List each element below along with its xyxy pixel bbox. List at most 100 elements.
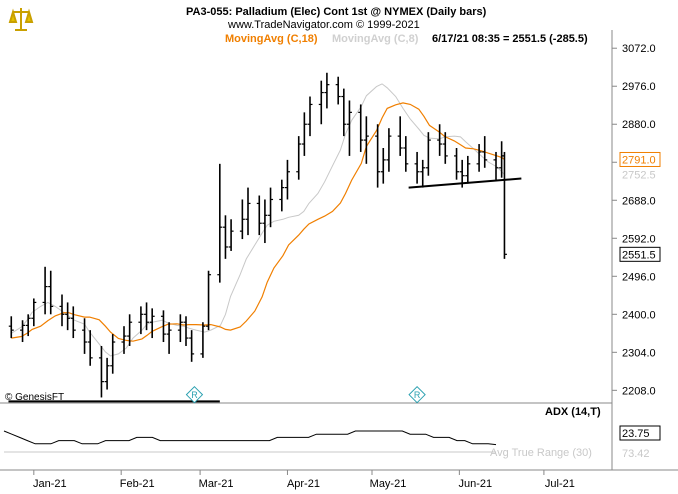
last-price-labels: 2791.0 2752.5 2551.5: [619, 151, 661, 262]
ohlc-bar: [239, 199, 245, 240]
ohlc-bar: [499, 141, 505, 178]
ohlc-bar: [437, 124, 443, 156]
ohlc-bar: [363, 116, 369, 164]
y-tick-label: 2976.0: [622, 81, 656, 93]
ma-short-label: MovingAvg (C,8): [332, 33, 419, 45]
x-tick-label: Feb-21: [120, 478, 155, 490]
ohlc-bar: [324, 72, 330, 109]
ohlc-bar: [268, 187, 274, 228]
last-price-label-text: 2752.5: [622, 170, 656, 182]
last-price-label: 2551.5: [619, 246, 661, 262]
indicator-last-label-box: [619, 445, 661, 461]
ohlc-bar: [459, 159, 465, 188]
event-marker-diamond: R: [408, 385, 426, 404]
ohlc-bar: [465, 155, 471, 184]
indicator-last-label: 23.75: [619, 425, 661, 441]
last-price-label-text: 2791.0: [622, 154, 656, 166]
ohlc-bar: [138, 306, 144, 335]
x-tick-label: Apr-21: [287, 478, 320, 490]
y-tick-label: 2400.0: [622, 309, 656, 321]
last-price-label-box: [619, 151, 661, 167]
ohlc-bar: [245, 187, 251, 236]
ohlc-bar: [20, 320, 26, 343]
support-line: [408, 177, 522, 189]
ohlc-bar: [307, 96, 313, 137]
ohlc-bar: [262, 199, 268, 244]
ohlc-bar: [144, 302, 150, 331]
ohlc-bar: [346, 100, 352, 156]
ohlc-bar: [301, 112, 307, 156]
ma-long-label: MovingAvg (C,18): [225, 33, 318, 45]
ohlc-bar: [98, 345, 104, 398]
indicator-last-label-text: 73.42: [622, 448, 650, 460]
ohlc-bar: [420, 159, 426, 188]
quote-readout: 6/17/21 08:35 = 2551.5 (-285.5): [432, 33, 588, 45]
y-tick-label: 2880.0: [622, 119, 656, 131]
copyright-text: www.TradeNavigator.com © 1999-2021: [227, 19, 420, 31]
ohlc-bar: [454, 147, 460, 180]
chart-title: PA3-055: Palladium (Elec) Cont 1st @ NYM…: [186, 6, 487, 18]
atr-label: Avg True Range (30): [490, 447, 592, 459]
y-tick-label: 2688.0: [622, 195, 656, 207]
ohlc-bar: [493, 151, 499, 180]
ohlc-bar: [200, 322, 206, 358]
ohlc-bar: [222, 215, 228, 259]
adx-line: [3, 430, 497, 446]
ohlc-bar: [177, 314, 183, 343]
x-tick-label: Jun-21: [459, 478, 493, 490]
ohlc-bar: [358, 104, 364, 152]
last-price-label-box: [619, 167, 661, 183]
ohlc-bar: [48, 270, 54, 315]
ohlc-bar: [42, 266, 48, 315]
y-tick-label: 2208.0: [622, 385, 656, 397]
ohlc-bar: [8, 316, 14, 339]
last-price-label-text: 2551.5: [622, 249, 656, 261]
ohlc-bar: [318, 80, 324, 125]
chart-logo: [8, 6, 34, 32]
indicator-last-labels: 23.75 73.42: [619, 425, 661, 461]
x-tick-label: Mar-21: [199, 478, 234, 490]
ohlc-bar: [70, 306, 76, 339]
ohlc-bar: [380, 147, 386, 184]
moving-average-8-line: [11, 83, 505, 357]
ohlc-bar: [65, 302, 71, 331]
event-marker-diamond: R: [185, 385, 204, 404]
ohlc-bar: [403, 136, 409, 172]
moving-average-18-line: [11, 102, 505, 342]
indicator-last-label-box: [619, 425, 661, 441]
x-tick-label: Jul-21: [545, 478, 575, 490]
x-tick-label: Jan-21: [33, 478, 67, 490]
ohlc-bar: [482, 136, 488, 168]
ohlc-bar: [59, 294, 65, 327]
ohlc-bar: [149, 308, 155, 339]
indicator-last-label-text: 23.75: [622, 428, 650, 440]
ohlc-bar: [82, 318, 88, 354]
marker-diamond-letter: R: [191, 390, 198, 400]
ohlc-bar: [341, 88, 347, 137]
ohlc-bar: [127, 314, 133, 346]
marker-diamond-letter: R: [414, 390, 421, 400]
ohlc-bar: [256, 195, 262, 236]
marker-diamond-shape: [408, 385, 426, 404]
marker-diamond-shape: [185, 385, 204, 404]
last-price-label: 2752.5: [619, 167, 661, 183]
y-tick-label: 2304.0: [622, 347, 656, 359]
ohlc-bar: [166, 322, 172, 354]
x-axis-labels: Jan-21 Feb-21 Mar-21 Apr-21 May-21 Jun-21 Jul-…: [33, 470, 575, 490]
ohlc-bar: [104, 357, 110, 390]
ohlc-bar: [375, 124, 381, 188]
y-axis-ticks: 3072.0 2976.0 2880.0 2688.0 2592.0 2496.0 2400…: [612, 43, 656, 397]
y-tick-label: 2592.0: [622, 233, 656, 245]
ohlc-bar: [397, 116, 403, 156]
price-bars: [8, 72, 507, 398]
ohlc-bar: [110, 334, 116, 374]
ohlc-bar: [87, 330, 93, 366]
ohlc-bar: [31, 298, 37, 327]
ohlc-bar: [386, 128, 392, 172]
ohlc-bar: [279, 179, 285, 212]
ohlc-bar: [183, 316, 189, 346]
ohlc-bar: [501, 151, 507, 259]
support-lines: [8, 177, 522, 403]
